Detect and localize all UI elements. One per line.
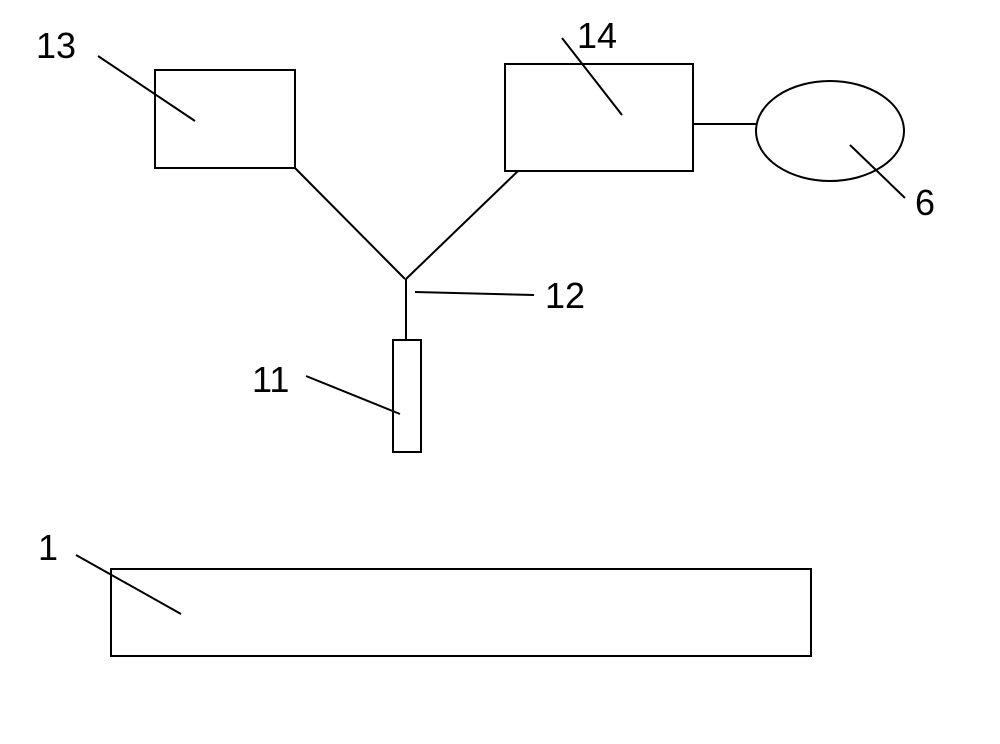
leader-l12 [415,292,534,295]
block-13 [155,70,295,168]
connector-c_13_to_junction [295,168,405,279]
label-l11: 11 [252,359,289,400]
probe-11 [393,340,421,452]
block-1 [111,569,811,656]
label-l13: 13 [36,25,76,66]
leader-l11 [306,376,400,414]
connector-c_14_to_junction [406,171,518,279]
label-l14: 14 [577,15,617,56]
label-l1: 1 [38,527,58,568]
block-14 [505,64,693,171]
leader-l13 [98,56,195,121]
label-l12: 12 [545,275,585,316]
label-l6: 6 [915,182,935,223]
ellipse-6 [756,81,904,181]
leader-l1 [76,555,181,614]
